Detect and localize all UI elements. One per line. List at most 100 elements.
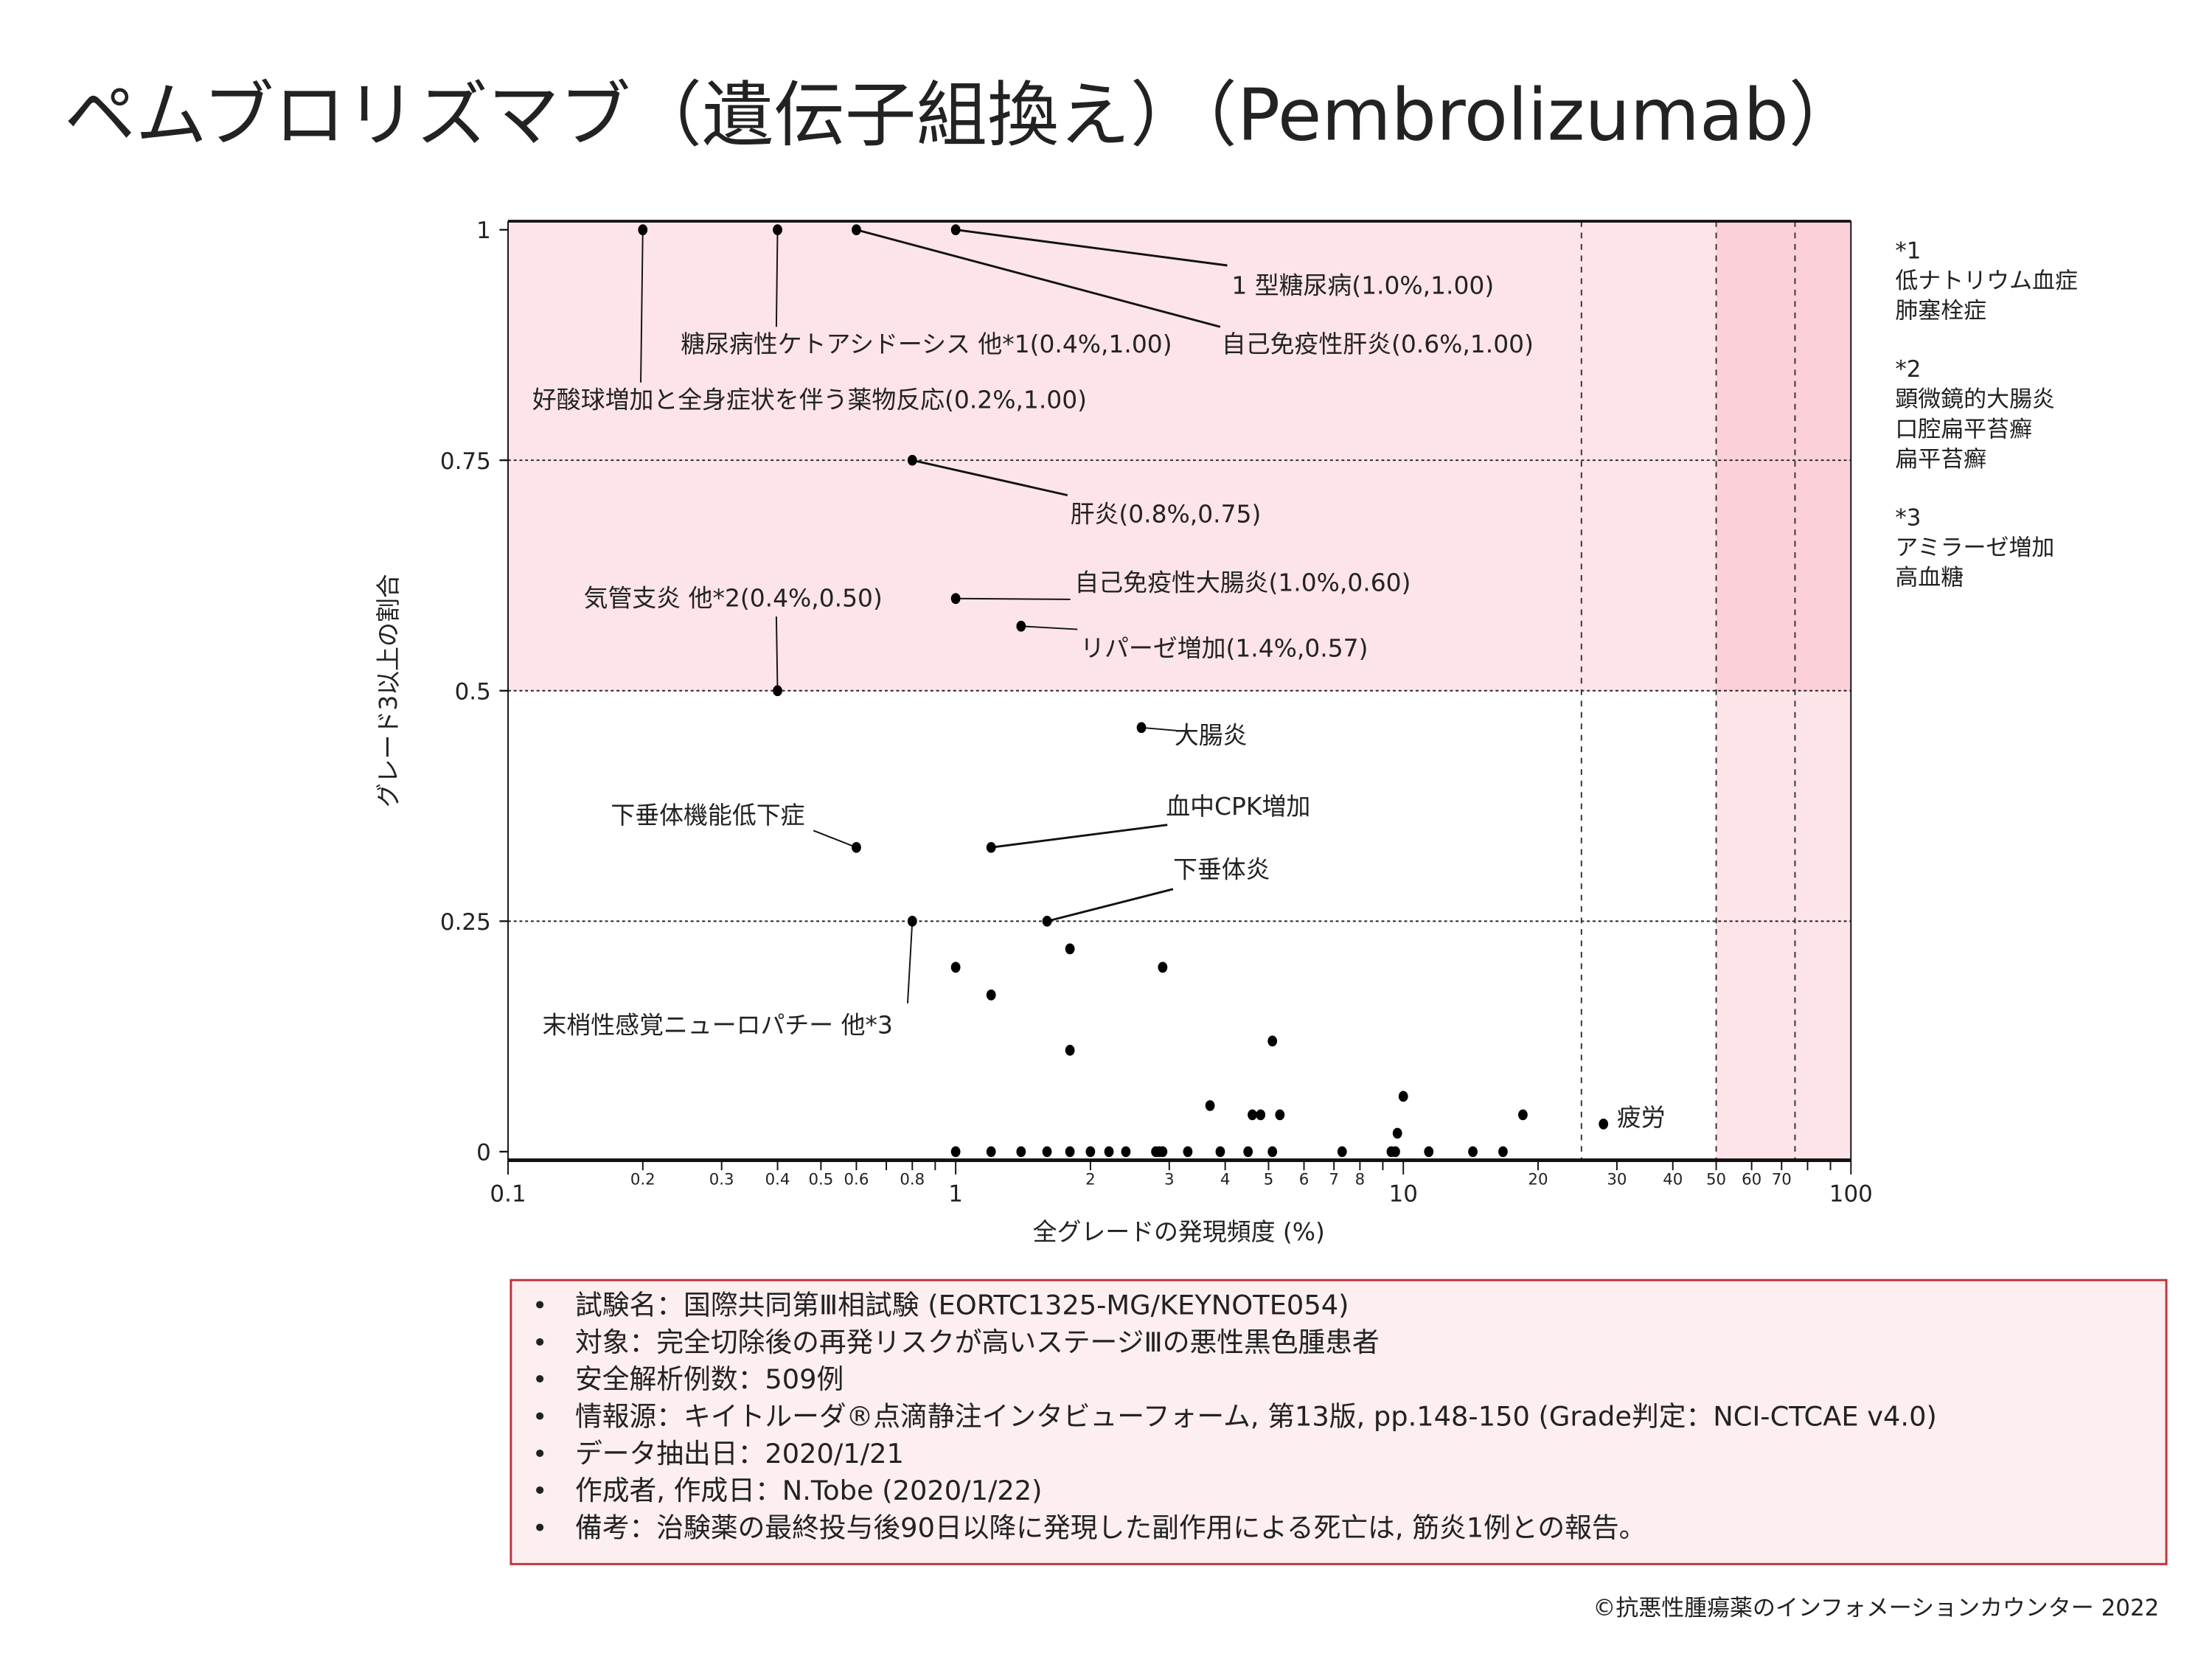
data-point bbox=[852, 224, 861, 235]
annotation-label: 疲労 bbox=[1617, 1103, 1666, 1132]
footnote-mark: *3 bbox=[1895, 504, 1921, 531]
info-line: 試験名：国際共同第Ⅲ相試験 (EORTC1325-MG/KEYNOTE054) bbox=[575, 1290, 1349, 1321]
footnote-item: 顕微鏡的大腸炎 bbox=[1895, 386, 2055, 413]
annotation-leader-line bbox=[1141, 726, 1178, 731]
y-tick-label: 0 bbox=[476, 1140, 491, 1166]
highlight-region-overlap bbox=[1716, 221, 1851, 691]
data-point bbox=[950, 1146, 961, 1158]
y-tick-label: 1 bbox=[476, 218, 491, 244]
annotation-leader-line bbox=[911, 459, 1068, 497]
x-tick-label-minor: 0.4 bbox=[765, 1170, 790, 1189]
info-line: データ抽出日：2020/1/21 bbox=[575, 1438, 904, 1470]
x-tick-label-minor: 4 bbox=[1220, 1170, 1231, 1189]
data-point bbox=[1158, 1146, 1168, 1158]
data-point bbox=[1267, 1146, 1278, 1158]
annotation-leader-line bbox=[813, 830, 857, 849]
x-tick-label-minor: 2 bbox=[1085, 1170, 1096, 1189]
info-line: 情報源：キイトルーダ®点滴静注インタビューフォーム, 第13版, pp.148-… bbox=[575, 1401, 1937, 1433]
data-point bbox=[1256, 1109, 1266, 1121]
footnote-mark: *2 bbox=[1895, 356, 1921, 383]
footnote-mark: *1 bbox=[1895, 237, 1921, 264]
annotation-leader-line bbox=[640, 229, 644, 383]
data-point bbox=[1468, 1146, 1478, 1158]
data-point bbox=[950, 593, 961, 605]
footnote-item: 口腔扁平苔癬 bbox=[1895, 416, 2032, 442]
data-point bbox=[1065, 1146, 1075, 1158]
data-point bbox=[1498, 1146, 1508, 1158]
x-tick-label-minor: 0.5 bbox=[808, 1170, 833, 1189]
x-tick-label-minor: 50 bbox=[1706, 1170, 1726, 1189]
annotation-label: 血中CPK増加 bbox=[1166, 792, 1310, 821]
annotation-leader-line bbox=[991, 824, 1168, 849]
x-tick-label-major: 100 bbox=[1829, 1181, 1873, 1208]
data-point bbox=[1042, 1146, 1052, 1158]
data-point bbox=[852, 841, 861, 853]
annotation-label: 下垂体炎 bbox=[1173, 855, 1270, 883]
data-point bbox=[986, 1146, 996, 1158]
data-point bbox=[986, 841, 996, 853]
annotation-leader-line bbox=[775, 229, 779, 327]
annotation-label: 自己免疫性肝炎(0.6%,1.00) bbox=[1222, 330, 1534, 358]
footnote-item: 肺塞栓症 bbox=[1895, 298, 1986, 324]
data-point bbox=[1205, 1100, 1215, 1111]
annotation-leader-line bbox=[1046, 888, 1174, 922]
annotation-label: 末梢性感覚ニューロパチー 他*3 bbox=[542, 1010, 892, 1039]
data-point bbox=[1016, 620, 1026, 632]
x-tick-label-minor: 20 bbox=[1528, 1170, 1548, 1189]
y-tick-label: 0.5 bbox=[455, 678, 491, 705]
y-tick-label: 0.25 bbox=[440, 909, 491, 936]
data-point bbox=[1042, 916, 1052, 927]
x-tick-label-minor: 0.2 bbox=[630, 1170, 655, 1189]
x-tick-label-major: 1 bbox=[948, 1181, 963, 1208]
annotation-label: リパーゼ増加(1.4%,0.57) bbox=[1080, 633, 1368, 662]
data-point bbox=[1391, 1146, 1400, 1158]
info-box-lines: • 試験名：国際共同第Ⅲ相試験 (EORTC1325-MG/KEYNOTE054)… bbox=[532, 1290, 1937, 1544]
annotation-label: 1 型糖尿病(1.0%,1.00) bbox=[1231, 271, 1494, 300]
bullet: • bbox=[532, 1403, 548, 1433]
copyright: ©抗悪性腫瘍薬のインフォメーションカウンター 2022 bbox=[1593, 1595, 2159, 1621]
bullet: • bbox=[532, 1366, 548, 1395]
data-point bbox=[773, 224, 782, 235]
data-point bbox=[1158, 961, 1168, 973]
footnote-item: 高血糖 bbox=[1895, 565, 1964, 591]
data-point bbox=[1267, 1035, 1278, 1047]
x-axis-label: 全グレードの発現頻度 (%) bbox=[1033, 1217, 1325, 1246]
annotation-label: 好酸球増加と全身症状を伴う薬物反応(0.2%,1.00) bbox=[532, 386, 1087, 414]
data-point bbox=[1392, 1127, 1402, 1139]
annotation-label: 自己免疫性大腸炎(1.0%,0.60) bbox=[1074, 568, 1411, 597]
data-point bbox=[1275, 1109, 1285, 1121]
data-point bbox=[1248, 1109, 1257, 1121]
bullet: • bbox=[532, 1477, 548, 1506]
data-point bbox=[950, 224, 961, 235]
x-tick-label-minor: 0.8 bbox=[900, 1170, 925, 1189]
data-point bbox=[1065, 943, 1075, 955]
x-tick-label-minor: 7 bbox=[1329, 1170, 1339, 1189]
data-point bbox=[1243, 1146, 1253, 1158]
info-line: 安全解析例数：509例 bbox=[575, 1363, 844, 1395]
info-line: 備考：治験薬の最終投与後90日以降に発現した副作用による死亡は, 筋炎1例との報… bbox=[575, 1512, 1646, 1544]
annotation-leader-line bbox=[955, 229, 1228, 267]
annotation-leader-line bbox=[907, 921, 914, 1004]
bullet: • bbox=[532, 1514, 548, 1544]
x-tick-label-minor: 8 bbox=[1355, 1170, 1366, 1189]
info-line: 対象：完全切除後の再発リスクが高いステージⅢの悪性黒色腫患者 bbox=[575, 1326, 1380, 1358]
scatter-chart: 0 0.25 0.5 0.75 1 0.1 1 10 100 0.2 0.3 0.4 0.5 0.6 0.8… bbox=[440, 218, 1873, 1207]
data-point bbox=[1104, 1146, 1114, 1158]
x-tick-label-minor: 40 bbox=[1663, 1170, 1683, 1189]
bullet: • bbox=[532, 1440, 548, 1470]
data-point bbox=[1136, 722, 1147, 734]
data-point bbox=[907, 454, 917, 466]
data-point bbox=[907, 916, 917, 927]
data-point bbox=[1398, 1091, 1408, 1102]
footnote-item: アミラーゼ増加 bbox=[1895, 535, 2054, 561]
info-line: 作成者, 作成日：N.Tobe (2020/1/22) bbox=[575, 1475, 1042, 1506]
annotation-leader-line bbox=[856, 229, 1221, 328]
annotation-label: 糖尿病性ケトアシドーシス 他*1(0.4%,1.00) bbox=[681, 330, 1172, 358]
annotation-leader-line bbox=[775, 616, 779, 691]
data-point bbox=[1518, 1109, 1528, 1121]
data-point bbox=[1599, 1119, 1609, 1130]
y-tick-label: 0.75 bbox=[440, 448, 491, 475]
page-title: ペムブロリズマブ（遺伝子組換え）（Pembrolizumab） bbox=[64, 74, 1860, 157]
